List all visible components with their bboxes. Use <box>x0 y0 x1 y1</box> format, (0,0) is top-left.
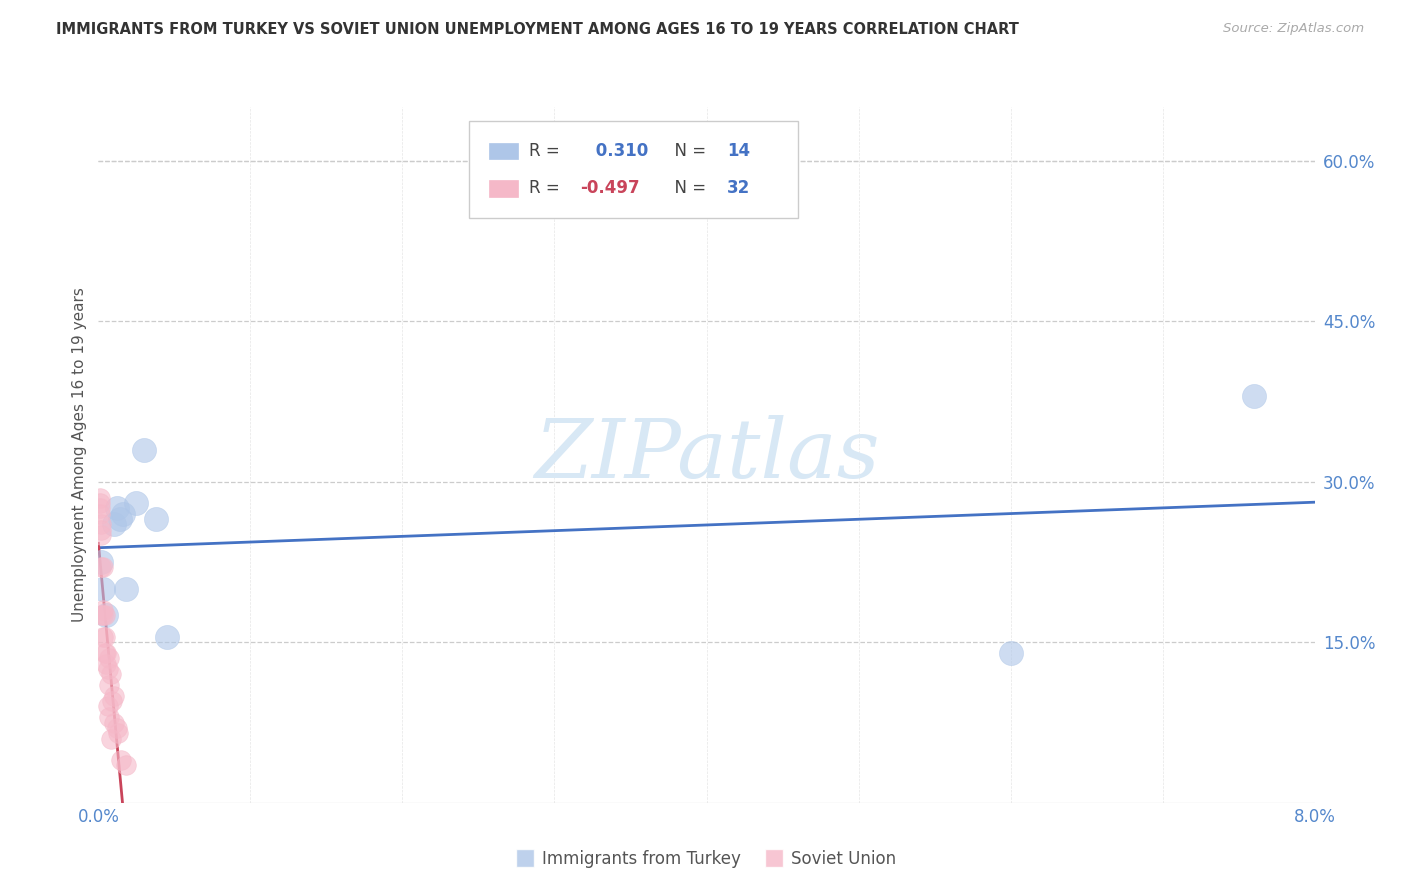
Text: 14: 14 <box>727 142 751 160</box>
Point <box>91 608 114 623</box>
Point <box>91 582 114 596</box>
Text: 32: 32 <box>727 179 751 197</box>
Y-axis label: Unemployment Among Ages 16 to 19 years: Unemployment Among Ages 16 to 19 years <box>72 287 87 623</box>
Point <box>110 753 132 767</box>
Point <box>132 442 155 457</box>
Point <box>145 512 167 526</box>
Point <box>114 758 136 772</box>
Point <box>90 608 112 623</box>
Point <box>93 608 115 623</box>
Point <box>1000 646 1022 660</box>
Point <box>103 689 125 703</box>
FancyBboxPatch shape <box>489 180 517 197</box>
Point <box>114 582 136 596</box>
Point <box>89 501 111 516</box>
Point <box>156 630 179 644</box>
Point <box>94 646 117 660</box>
Point <box>103 517 125 532</box>
Point <box>89 491 111 505</box>
Point <box>125 496 148 510</box>
Point <box>94 608 117 623</box>
Point <box>107 726 129 740</box>
Text: ZIPatlas: ZIPatlas <box>534 415 879 495</box>
FancyBboxPatch shape <box>489 143 517 159</box>
Text: R =: R = <box>529 142 565 160</box>
Point <box>1243 389 1265 403</box>
Text: -0.497: -0.497 <box>581 179 640 197</box>
Point <box>96 699 118 714</box>
Legend: Immigrants from Turkey, Soviet Union: Immigrants from Turkey, Soviet Union <box>510 843 903 874</box>
Text: 0.310: 0.310 <box>589 142 648 160</box>
Point <box>93 630 115 644</box>
Point <box>91 560 114 574</box>
Point <box>105 721 128 735</box>
Point <box>94 657 117 671</box>
Point <box>90 555 112 569</box>
Point <box>90 528 112 542</box>
Point <box>90 523 112 537</box>
Point <box>91 603 114 617</box>
Text: Source: ZipAtlas.com: Source: ZipAtlas.com <box>1223 22 1364 36</box>
Point <box>93 646 115 660</box>
Point <box>105 501 128 516</box>
Point <box>96 662 118 676</box>
Text: N =: N = <box>664 142 711 160</box>
Point <box>91 630 114 644</box>
Point <box>103 715 125 730</box>
Point <box>90 560 112 574</box>
Point <box>108 512 131 526</box>
Point <box>98 678 121 692</box>
Point <box>98 710 121 724</box>
Point <box>100 731 122 746</box>
Point <box>89 507 111 521</box>
Text: N =: N = <box>664 179 711 197</box>
Point <box>98 651 121 665</box>
Point <box>111 507 134 521</box>
Text: R =: R = <box>529 179 565 197</box>
Point <box>100 667 122 681</box>
Point <box>101 694 124 708</box>
Point <box>90 517 112 532</box>
Text: IMMIGRANTS FROM TURKEY VS SOVIET UNION UNEMPLOYMENT AMONG AGES 16 TO 19 YEARS CO: IMMIGRANTS FROM TURKEY VS SOVIET UNION U… <box>56 22 1019 37</box>
Point <box>89 496 111 510</box>
FancyBboxPatch shape <box>470 121 797 219</box>
